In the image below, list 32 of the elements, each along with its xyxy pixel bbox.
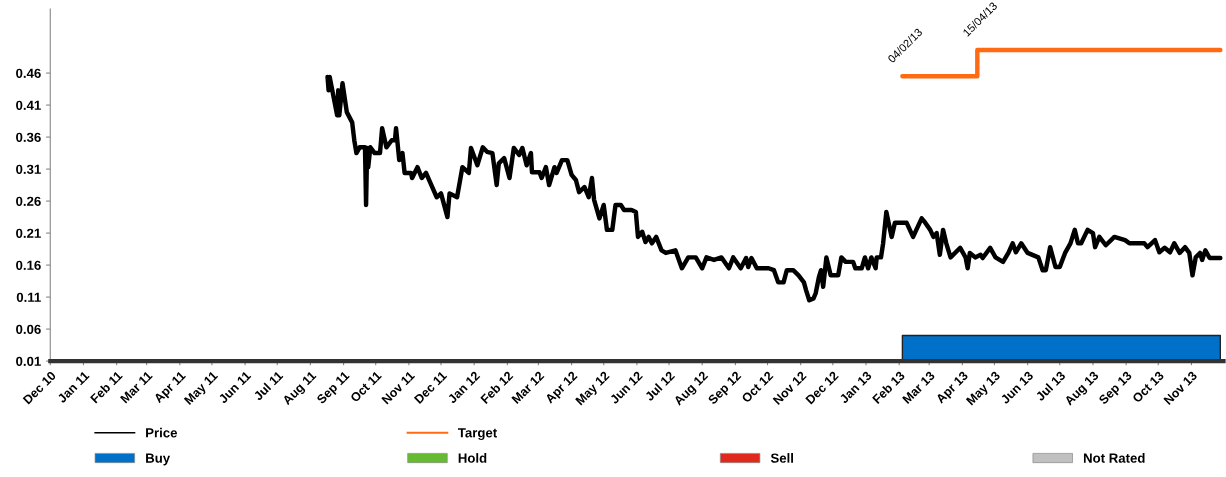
y-tick-label: 0.36 (16, 132, 41, 142)
x-tick-label: Jul 12 (644, 370, 676, 402)
y-tick-label: 0.26 (16, 196, 41, 206)
legend-label: Sell (770, 453, 793, 463)
x-tick-label: Oct 11 (349, 370, 382, 403)
y-tick-label: 0.06 (16, 324, 41, 334)
y-tick-label: 0.21 (16, 228, 41, 238)
y-tick-label: 0.11 (16, 292, 41, 302)
x-tick-label: Jan 13 (838, 370, 873, 404)
x-tick-label: Dec 10 (22, 370, 57, 405)
x-tick-label: Jul 11 (252, 370, 284, 402)
x-tick-label: Oct 12 (741, 370, 774, 404)
y-tick-label: 0.46 (16, 68, 41, 78)
y-tick-label: 0.01 (16, 356, 41, 366)
legend-label: Target (457, 428, 498, 441)
x-tick-label: Jun 11 (218, 370, 252, 404)
x-tick-label: Jun 13 (1000, 370, 1034, 405)
y-tick-label: 0.16 (16, 260, 41, 270)
x-tick-label: Jan 11 (56, 370, 90, 404)
y-tick-label: 0.31 (16, 164, 41, 174)
x-tick-label: Jun 12 (609, 370, 644, 405)
legend-label: Price (146, 427, 178, 438)
x-tick-label: Jul 13 (1034, 370, 1066, 402)
x-tick-label: Nov 13 (1163, 370, 1198, 406)
x-tick-label: Jan 12 (447, 370, 481, 404)
legend-label: Buy (146, 453, 171, 466)
x-tick-label: Sep 12 (707, 370, 744, 407)
legend-label: Hold (458, 453, 487, 463)
line-series (325, 74, 1223, 303)
legend-label: Not Rated (1083, 453, 1145, 463)
x-tick-label: Sep 11 (316, 370, 352, 407)
y-tick-label: 0.41 (16, 100, 41, 110)
